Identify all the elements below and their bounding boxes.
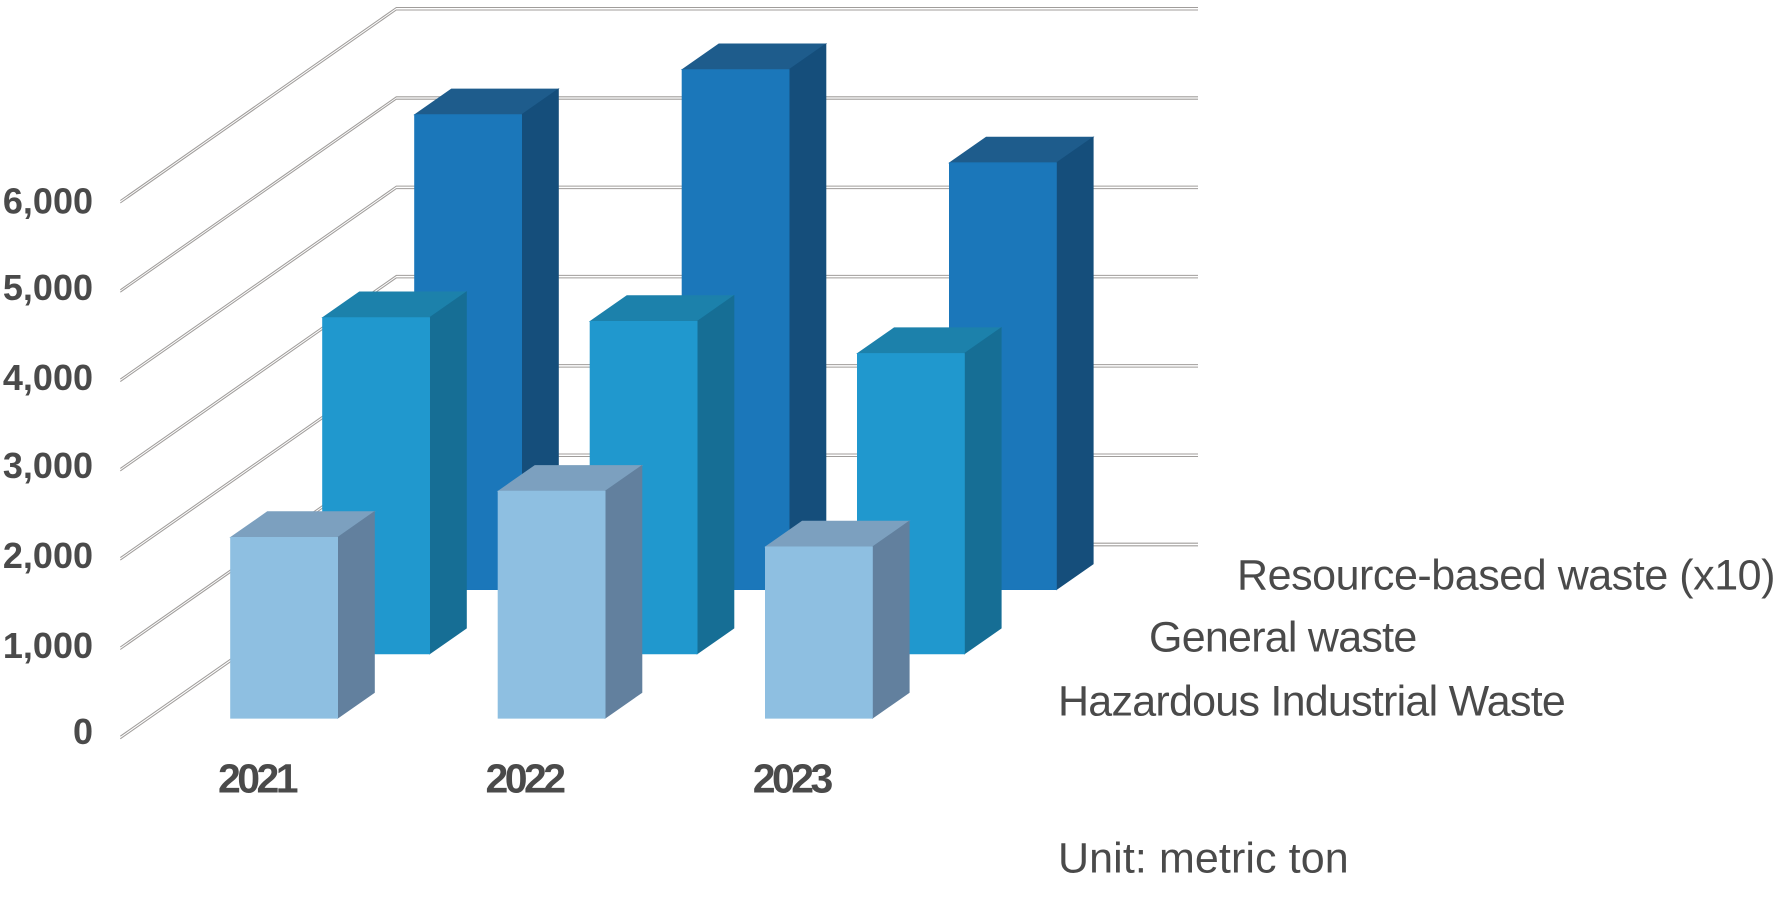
svg-text:2,000: 2,000 xyxy=(3,535,93,576)
svg-text:0: 0 xyxy=(73,711,93,752)
svg-text:General waste: General waste xyxy=(1149,614,1417,662)
svg-text:1,000: 1,000 xyxy=(3,625,93,666)
svg-text:6,000: 6,000 xyxy=(3,181,93,222)
svg-text:2022: 2022 xyxy=(485,755,565,801)
svg-text:4,000: 4,000 xyxy=(3,357,93,398)
svg-text:2021: 2021 xyxy=(218,755,298,801)
svg-text:3,000: 3,000 xyxy=(3,445,93,486)
svg-text:Hazardous Industrial Waste: Hazardous Industrial Waste xyxy=(1058,678,1565,726)
svg-text:2023: 2023 xyxy=(753,755,833,801)
svg-text:Resource-based waste (x10): Resource-based waste (x10) xyxy=(1237,552,1774,600)
svg-text:5,000: 5,000 xyxy=(3,267,93,308)
svg-text:Unit: metric ton: Unit: metric ton xyxy=(1058,835,1349,883)
